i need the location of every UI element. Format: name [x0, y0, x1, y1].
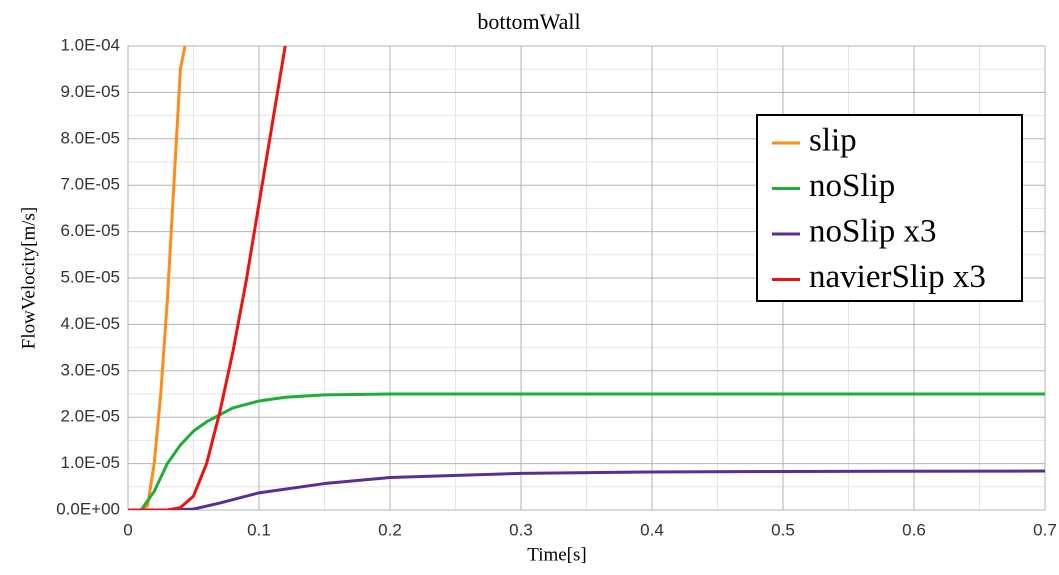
- y-tick-label: 4.0E-05: [60, 314, 120, 333]
- y-tick-label: 3.0E-05: [60, 360, 120, 379]
- legend-box: [756, 114, 1023, 302]
- plot-frame: [127, 45, 1046, 511]
- legend-label: navierSlip x3: [809, 259, 986, 295]
- x-tick-label: 0.4: [640, 520, 664, 539]
- legend-label: noSlip: [809, 168, 895, 204]
- y-tick-label: 2.0E-05: [60, 407, 120, 426]
- x-axis-label: Time[s]: [527, 544, 586, 565]
- x-tick-label: 0.3: [509, 520, 533, 539]
- y-tick-label: 7.0E-05: [60, 175, 120, 194]
- series-line: [128, 46, 287, 510]
- series-line: [128, 392, 1045, 510]
- x-tick-label: 0.7: [1033, 520, 1057, 539]
- y-tick-label: 9.0E-05: [60, 82, 120, 101]
- y-tick-label: 1.0E-04: [60, 35, 120, 54]
- x-tick-label: 0.2: [378, 520, 402, 539]
- legend-label: slip: [809, 123, 857, 159]
- chart-title: bottomWall: [477, 9, 580, 34]
- x-tick-label: 0.1: [247, 520, 271, 539]
- y-tick-label: 5.0E-05: [60, 267, 120, 286]
- x-tick-label: 0.6: [902, 520, 926, 539]
- legend-label: noSlip x3: [809, 214, 936, 250]
- y-axis-label: FlowVelocity[m/s]: [18, 207, 39, 350]
- x-tick-label: 0.5: [771, 520, 795, 539]
- y-tick-label: 8.0E-05: [60, 128, 120, 147]
- y-tick-label: 6.0E-05: [60, 221, 120, 240]
- x-tick-label: 0: [123, 520, 132, 539]
- legend: slip noSlip noSlip x3 navierSlip x3: [756, 114, 1023, 302]
- series-line: [128, 469, 1045, 510]
- y-tick-label: 0.0E+00: [56, 499, 120, 518]
- y-tick-label: 1.0E-05: [60, 453, 120, 472]
